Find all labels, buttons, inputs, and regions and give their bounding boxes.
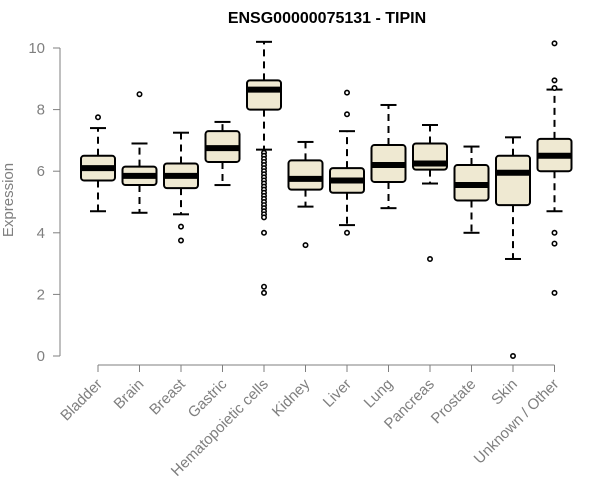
outlier-point <box>302 242 309 249</box>
x-tick-label: Bladder <box>57 376 106 425</box>
outlier-point <box>136 91 143 98</box>
x-tick-label: Kidney <box>269 375 314 420</box>
y-tick-label: 2 <box>37 286 45 303</box>
y-axis-title: Expression <box>0 163 17 237</box>
y-tick-label: 4 <box>37 225 45 242</box>
outlier-point <box>343 111 350 118</box>
box-group <box>80 114 116 213</box>
box-group <box>536 40 573 296</box>
outlier-point <box>551 289 558 296</box>
y-tick-label: 6 <box>37 163 45 180</box>
outlier-point <box>178 237 185 244</box>
x-tick-label: Liver <box>320 376 355 411</box>
outlier-point <box>551 229 558 236</box>
y-tick-label: 8 <box>37 102 45 119</box>
y-tick-label: 10 <box>28 40 45 57</box>
outlier-point <box>551 85 558 92</box>
outlier-point <box>260 289 267 296</box>
outlier-point <box>178 223 185 230</box>
iqr-box <box>495 154 531 207</box>
x-tick-label: Brain <box>111 376 148 413</box>
box-group <box>287 140 324 249</box>
outlier-point <box>509 352 516 359</box>
x-tick-label: Lung <box>361 376 397 412</box>
box-group <box>329 89 365 236</box>
box-group <box>163 131 199 244</box>
box-group <box>121 91 158 214</box>
outlier-point <box>260 214 267 221</box>
outlier-point <box>551 240 558 247</box>
box-group <box>453 145 490 234</box>
outlier-point <box>426 255 433 262</box>
chart-title: ENSG00000075131 - TIPIN <box>228 10 426 27</box>
outlier-point <box>343 229 350 236</box>
iqr-box <box>246 79 282 111</box>
x-tick-label: Breast <box>146 375 189 418</box>
box-group <box>495 136 531 359</box>
outlier-point <box>551 77 558 84</box>
outlier-point <box>260 283 267 290</box>
x-tick-label: Skin <box>488 376 521 409</box>
x-tick-label: Prostate <box>428 376 480 428</box>
outlier-point <box>551 40 558 47</box>
box-group <box>246 40 282 296</box>
outlier-point <box>260 229 267 236</box>
outlier-point <box>343 89 350 96</box>
box-group <box>412 124 448 262</box>
box-group <box>204 120 241 187</box>
iqr-box <box>287 159 324 191</box>
outlier-point <box>95 114 102 121</box>
y-tick-label: 0 <box>37 348 45 365</box>
box-series <box>80 40 573 359</box>
box-group <box>370 103 407 210</box>
